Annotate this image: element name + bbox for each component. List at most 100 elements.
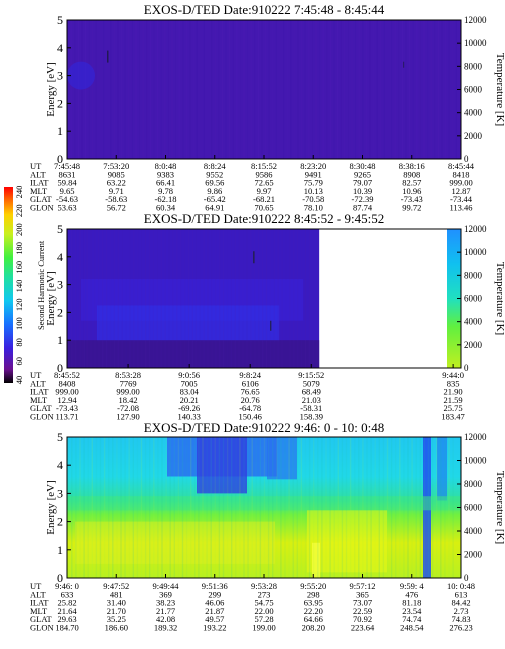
y-right-tick-label: 12000 [464,15,487,25]
orbit-cell: -65.42 [204,194,226,204]
orbit-cell: 8408 [59,378,76,388]
orbit-cell: 208.20 [302,623,325,633]
orbit-cell: 35.25 [107,614,126,624]
orbit-cell: 54.75 [254,598,273,608]
y-right-axis-label: Temperature [K] [494,53,505,126]
y-right-tick-label: 10000 [464,247,487,257]
orbit-cell: -72.39 [352,194,374,204]
orbit-cell: 63.95 [304,598,323,608]
orbit-cell: 9586 [256,169,273,179]
orbit-cell: 21.64 [57,606,77,616]
y-right-tick-label: 2000 [464,340,483,350]
colorbar-tick-label: 160 [14,261,24,274]
panel-title: EXOS-D/TED Date:910222 9:46: 0 - 10: 0:4… [144,420,384,435]
y-axis-label: Energy [eV] [45,271,57,325]
colorbar-tick-label: 120 [14,298,24,311]
orbit-cell: 21.90 [444,387,463,397]
orbit-cell: 75.79 [304,178,323,188]
orbit-cell: 113.71 [55,412,78,422]
orbit-cell: 9:46: 0 [55,581,79,591]
orbit-cell: 9:44:0 [442,370,464,380]
orbit-cell: 18.42 [119,395,138,405]
colorbar-tick-label: 200 [14,223,24,236]
y-tick-label: 4 [57,250,63,264]
orbit-cell: 9:57:12 [350,581,376,591]
orbit-row-label: MLT [30,606,48,616]
y-tick-label: 4 [57,458,63,472]
y-right-tick-label: 12000 [464,224,487,234]
orbit-cell: 9:53:28 [251,581,277,591]
orbit-cell: -58.31 [300,403,322,413]
y-right-tick-label: 2000 [464,550,483,560]
y-right-tick-label: 10000 [464,456,487,466]
orbit-cell: 298 [307,589,320,599]
y-right-tick-label: 8000 [464,61,483,71]
orbit-cell: 5079 [303,378,320,388]
orbit-cell: 31.40 [107,598,126,608]
orbit-cell: 8:45:44 [448,161,475,171]
y-right-tick-label: 4000 [464,317,483,327]
y-right-tick-label: 0 [464,363,469,373]
y-tick-label: 1 [57,543,63,557]
orbit-cell: 78.10 [304,203,323,213]
orbit-cell: -69.26 [178,403,200,413]
orbit-cell: 273 [258,589,271,599]
y-right-axis-label: Temperature [K] [494,262,505,335]
orbit-row-label: GLON [30,623,54,633]
orbit-cell: 127.90 [116,412,139,422]
orbit-cell: 63.22 [107,178,126,188]
orbit-cell: 87.74 [353,203,373,213]
orbit-cell: 79.07 [353,178,372,188]
orbit-cell: 140.33 [177,412,200,422]
orbit-cell: 9265 [354,169,371,179]
orbit-cell: 8:8:24 [204,161,226,171]
y-right-tick-label: 6000 [464,294,483,304]
orbit-row-label: GLAT [30,614,53,624]
orbit-cell: 8418 [453,169,470,179]
orbit-row-label: MLT [30,186,48,196]
orbit-cell: 10.13 [304,186,323,196]
orbit-cell: 83.04 [180,387,200,397]
orbit-cell: 49.57 [205,614,224,624]
orbit-cell: 10.39 [353,186,372,196]
orbit-cell: 248.54 [400,623,424,633]
orbit-cell: 999.00 [116,387,139,397]
y-tick-label: 5 [57,222,63,236]
orbit-cell: 6106 [242,378,259,388]
orbit-row-label: ILAT [30,387,49,397]
orbit-cell: 70.92 [353,614,372,624]
y-tick-label: 3 [57,486,63,500]
orbit-cell: 7:53:20 [103,161,129,171]
orbit-cell: 9552 [206,169,223,179]
orbit-cell: 82.57 [402,178,421,188]
orbit-cell: 12.87 [451,186,470,196]
orbit-cell: 9383 [157,169,174,179]
colorbar-tick-label: 180 [14,242,24,255]
orbit-cell: 29.63 [57,614,76,624]
orbit-cell: 8908 [403,169,420,179]
orbit-cell: 189.32 [154,623,177,633]
orbit-cell: 9:0:56 [178,370,200,380]
orbit-cell: 9:51:36 [202,581,228,591]
y-tick-label: 0 [57,571,63,585]
orbit-cell: 21.59 [444,395,463,405]
y-right-tick-label: 0 [464,573,469,583]
y-tick-label: 5 [57,430,63,444]
colorbar-tick-label: 240 [14,186,24,199]
orbit-row-label: ILAT [30,598,49,608]
orbit-cell: 999.00 [449,178,472,188]
orbit-cell: 57.28 [254,614,273,624]
orbit-cell: 84.42 [451,598,470,608]
orbit-cell: 9.65 [60,186,75,196]
orbit-row-label: ALT [30,589,47,599]
y-axis-label: Energy [eV] [45,62,57,116]
y-right-tick-label: 6000 [464,85,483,95]
orbit-cell: 9:59: 4 [400,581,425,591]
orbit-cell: 369 [159,589,172,599]
orbit-cell: 12.94 [57,395,77,405]
orbit-cell: 56.72 [107,203,126,213]
y-tick-label: 3 [57,278,63,292]
heatmap-fill [67,20,461,159]
orbit-row-label: GLAT [30,403,53,413]
orbit-cell: 25.75 [444,403,463,413]
